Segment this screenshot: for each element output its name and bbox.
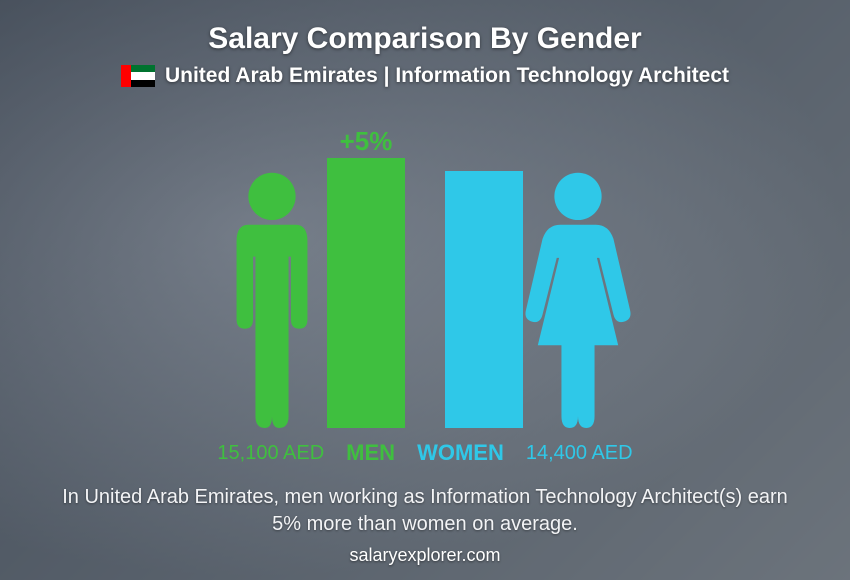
subtitle-row: United Arab Emirates | Information Techn… — [121, 64, 729, 88]
page-title: Salary Comparison By Gender — [208, 22, 641, 56]
women-bar — [445, 171, 523, 428]
men-label: MEN — [346, 440, 395, 466]
woman-icon — [518, 168, 638, 428]
men-bar: +5% — [327, 158, 405, 428]
separator: | — [384, 64, 390, 87]
footer-source: salaryexplorer.com — [349, 545, 500, 566]
man-icon — [212, 168, 332, 428]
subtitle: United Arab Emirates | Information Techn… — [165, 64, 729, 88]
caption-text: In United Arab Emirates, men working as … — [55, 484, 795, 538]
men-group: +5% — [212, 158, 405, 428]
chart-area: +5% Average Monthly Salary — [115, 98, 735, 428]
men-salary-value: 15,100 AED — [217, 442, 324, 465]
women-group — [445, 168, 638, 428]
pct-difference-label: +5% — [340, 126, 393, 157]
women-label: WOMEN — [417, 440, 504, 466]
uae-flag-icon — [121, 65, 155, 87]
women-salary-value: 14,400 AED — [526, 442, 633, 465]
country-name: United Arab Emirates — [165, 64, 378, 87]
labels-row: 15,100 AED MEN WOMEN 14,400 AED — [217, 440, 632, 466]
job-title: Information Technology Architect — [395, 64, 729, 87]
infographic-content: Salary Comparison By Gender United Arab … — [0, 0, 850, 580]
